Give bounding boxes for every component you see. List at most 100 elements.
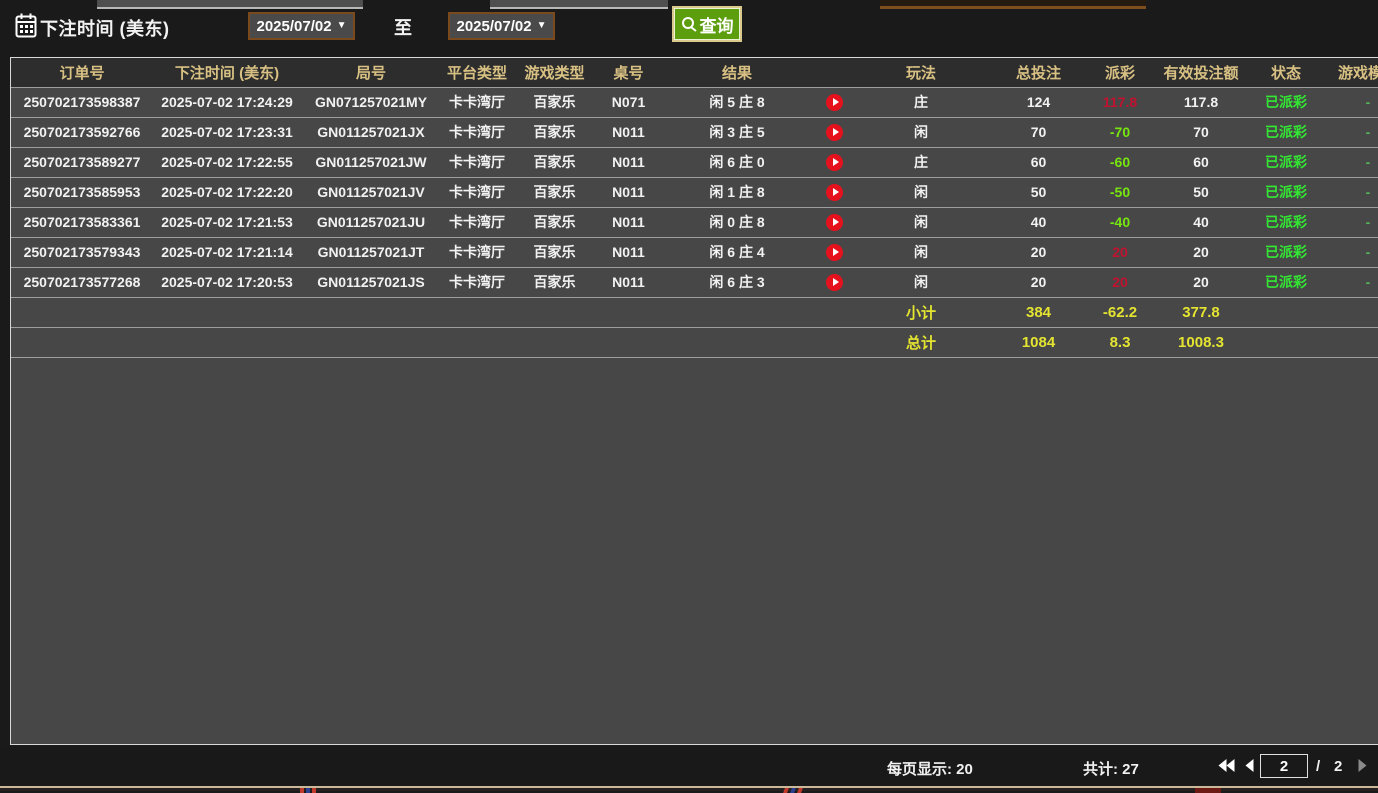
- game-mode-cell: -: [1319, 147, 1378, 178]
- valid-bet-cell: 20: [1149, 267, 1253, 298]
- query-button[interactable]: 查询: [672, 6, 742, 42]
- valid-bet-cell: 20: [1149, 237, 1253, 268]
- order-id-cell: 250702173577268: [11, 267, 153, 298]
- play-video-icon[interactable]: [826, 243, 843, 261]
- total-bet-cell: 70: [986, 117, 1091, 148]
- col-play: 玩法: [856, 58, 986, 88]
- platform-cell: 卡卡湾厅: [441, 267, 513, 298]
- search-icon: [681, 16, 697, 32]
- col-valid-bet: 有效投注额: [1149, 58, 1253, 88]
- play-video-icon[interactable]: [826, 93, 843, 111]
- play-video-icon[interactable]: [826, 123, 843, 141]
- play-cell: 闲: [856, 117, 986, 148]
- game-type-cell: 百家乐: [513, 117, 596, 148]
- table-row[interactable]: 250702173589277 2025-07-02 17:22:55 GN01…: [11, 147, 1378, 178]
- bet-time-filter-label: 下注时间 (美东): [40, 19, 170, 39]
- play-video-icon[interactable]: [826, 153, 843, 171]
- replay-cell: [813, 207, 856, 238]
- col-status: 状态: [1253, 58, 1319, 88]
- bet-time-cell: 2025-07-02 17:22:20: [153, 177, 301, 208]
- first-page-button[interactable]: [1218, 759, 1235, 776]
- top-remnant-input-2: [490, 0, 668, 9]
- bet-time-cell: 2025-07-02 17:20:53: [153, 267, 301, 298]
- table-row[interactable]: 250702173579343 2025-07-02 17:21:14 GN01…: [11, 237, 1378, 268]
- status-cell: 已派彩: [1253, 87, 1319, 118]
- col-bet-time: 下注时间 (美东): [153, 58, 301, 88]
- table-no-cell: N011: [596, 147, 661, 178]
- next-page-button[interactable]: [1358, 759, 1367, 776]
- previous-page-button[interactable]: [1245, 759, 1254, 776]
- game-mode-cell: -: [1319, 117, 1378, 148]
- order-id-cell: 250702173585953: [11, 177, 153, 208]
- result-cell: 闲 1 庄 8: [661, 177, 813, 208]
- game-mode-cell: -: [1319, 87, 1378, 118]
- bet-time-cell: 2025-07-02 17:24:29: [153, 87, 301, 118]
- subtotal-payout: -62.2: [1091, 297, 1149, 328]
- col-order-id: 订单号: [11, 58, 153, 88]
- date-to-select[interactable]: 2025/07/02 ▼: [448, 12, 555, 40]
- round-id-cell: GN071257021MY: [301, 87, 441, 118]
- total-pages-label: 2: [1334, 758, 1343, 775]
- replay-cell: [813, 237, 856, 268]
- chevron-down-icon: ▼: [536, 20, 547, 31]
- current-page-input[interactable]: [1260, 754, 1308, 778]
- round-id-cell: GN011257021JT: [301, 237, 441, 268]
- bet-time-cell: 2025-07-02 17:22:55: [153, 147, 301, 178]
- date-from-select[interactable]: 2025/07/02 ▼: [248, 12, 355, 40]
- total-bet-cell: 50: [986, 177, 1091, 208]
- platform-cell: 卡卡湾厅: [441, 117, 513, 148]
- result-cell: 闲 6 庄 3: [661, 267, 813, 298]
- play-video-icon[interactable]: [826, 183, 843, 201]
- status-cell: 已派彩: [1253, 117, 1319, 148]
- payout-cell: -40: [1091, 207, 1149, 238]
- table-row[interactable]: 250702173592766 2025-07-02 17:23:31 GN01…: [11, 117, 1378, 148]
- play-video-icon[interactable]: [826, 273, 843, 291]
- play-cell: 闲: [856, 267, 986, 298]
- col-platform: 平台类型: [441, 58, 513, 88]
- date-range-to-label: 至: [394, 18, 412, 38]
- platform-cell: 卡卡湾厅: [441, 237, 513, 268]
- col-result: 结果: [661, 58, 813, 88]
- order-id-cell: 250702173589277: [11, 147, 153, 178]
- totals-body: 小计 384 -62.2 377.8 总计 1084 8.3 1008.3: [11, 297, 1378, 358]
- col-replay: [813, 58, 856, 88]
- status-cell: 已派彩: [1253, 147, 1319, 178]
- table-body: 250702173598387 2025-07-02 17:24:29 GN07…: [11, 87, 1378, 298]
- play-video-icon[interactable]: [826, 213, 843, 231]
- replay-cell: [813, 177, 856, 208]
- play-cell: 闲: [856, 207, 986, 238]
- table-row[interactable]: 250702173583361 2025-07-02 17:21:53 GN01…: [11, 207, 1378, 238]
- table-no-cell: N011: [596, 267, 661, 298]
- subtotal-total-bet: 384: [986, 297, 1091, 328]
- round-id-cell: GN011257021JU: [301, 207, 441, 238]
- game-mode-cell: -: [1319, 267, 1378, 298]
- total-bet-cell: 20: [986, 267, 1091, 298]
- query-button-label: 查询: [699, 16, 734, 36]
- round-id-cell: GN011257021JS: [301, 267, 441, 298]
- payout-cell: 117.8: [1091, 87, 1149, 118]
- total-bet-cell: 60: [986, 147, 1091, 178]
- table-row[interactable]: 250702173598387 2025-07-02 17:24:29 GN07…: [11, 87, 1378, 118]
- play-cell: 闲: [856, 237, 986, 268]
- bottom-cutoff-strip: [0, 786, 1378, 793]
- subtotal-label: 小计: [856, 297, 986, 328]
- payout-cell: -70: [1091, 117, 1149, 148]
- play-cell: 庄: [856, 87, 986, 118]
- order-id-cell: 250702173598387: [11, 87, 153, 118]
- date-from-value: 2025/07/02: [256, 17, 332, 35]
- game-mode-cell: -: [1319, 177, 1378, 208]
- valid-bet-cell: 40: [1149, 207, 1253, 238]
- table-row[interactable]: 250702173585953 2025-07-02 17:22:20 GN01…: [11, 177, 1378, 208]
- previous-page-icon: [1245, 759, 1254, 772]
- platform-cell: 卡卡湾厅: [441, 147, 513, 178]
- table-row[interactable]: 250702173577268 2025-07-02 17:20:53 GN01…: [11, 267, 1378, 298]
- status-cell: 已派彩: [1253, 267, 1319, 298]
- result-cell: 闲 6 庄 0: [661, 147, 813, 178]
- grand-total-total-bet: 1084: [986, 327, 1091, 358]
- total-bet-cell: 40: [986, 207, 1091, 238]
- replay-cell: [813, 117, 856, 148]
- platform-cell: 卡卡湾厅: [441, 177, 513, 208]
- total-count-label: 共计: 27: [1083, 761, 1139, 778]
- replay-cell: [813, 267, 856, 298]
